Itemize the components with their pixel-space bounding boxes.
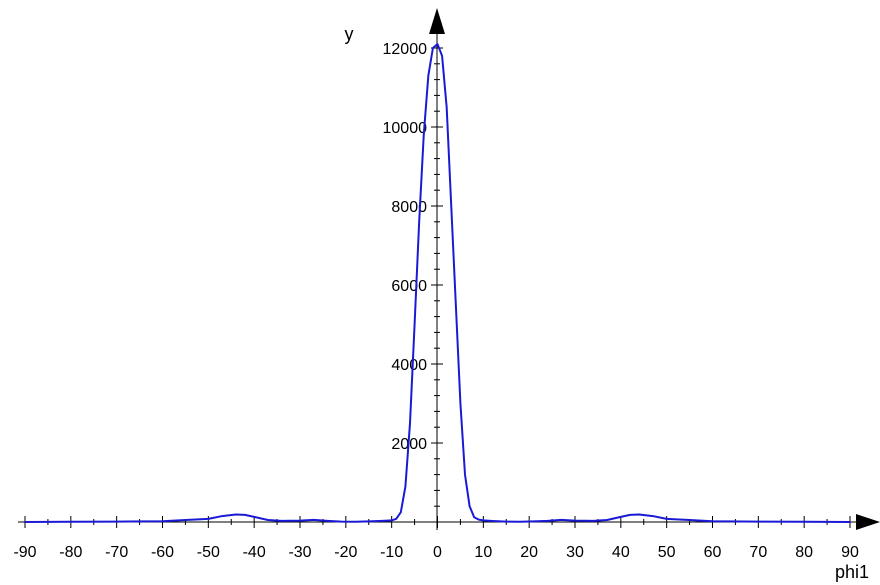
x-tick-label: 40 — [612, 544, 630, 561]
x-tick-label: 30 — [566, 544, 584, 561]
x-tick-label: -30 — [288, 544, 311, 561]
series-line — [24, 43, 851, 523]
x-tick-label: -90 — [13, 544, 36, 561]
x-axis-label: phi1 — [835, 562, 869, 582]
x-tick-label: 80 — [795, 544, 813, 561]
x-tick-label: -40 — [243, 544, 266, 561]
x-tick-labels: -90 -80 -70 -60 -50 -40 -30 -20 -10 0 10 20 30 40 50 60… — [13, 544, 859, 561]
x-axis-arrowhead — [856, 514, 880, 530]
x-tick-label: -20 — [334, 544, 357, 561]
x-tick-label: 50 — [658, 544, 676, 561]
x-tick-label: -80 — [59, 544, 82, 561]
x-tick-label: 90 — [841, 544, 859, 561]
x-tick-label: -50 — [197, 544, 220, 561]
y-tick-label: 10000 — [383, 120, 428, 137]
series-layer — [24, 43, 851, 523]
y-tick-label: 4000 — [391, 357, 427, 374]
x-tick-label: -70 — [105, 544, 128, 561]
y-axis-label: y — [345, 24, 354, 44]
x-tick-label: 10 — [474, 544, 492, 561]
y-axis-arrowhead — [429, 8, 445, 34]
x-tick-label: 70 — [749, 544, 767, 561]
x-tick-label: -10 — [380, 544, 403, 561]
x-tick-label: 60 — [704, 544, 722, 561]
x-tick-label: 20 — [520, 544, 538, 561]
y-axis — [429, 8, 445, 530]
x-tick-label: 0 — [433, 544, 442, 561]
y-tick-label: 6000 — [391, 278, 427, 295]
y-tick-label: 12000 — [383, 41, 428, 58]
y-tick-label: 8000 — [391, 199, 427, 216]
x-tick-label: -60 — [151, 544, 174, 561]
